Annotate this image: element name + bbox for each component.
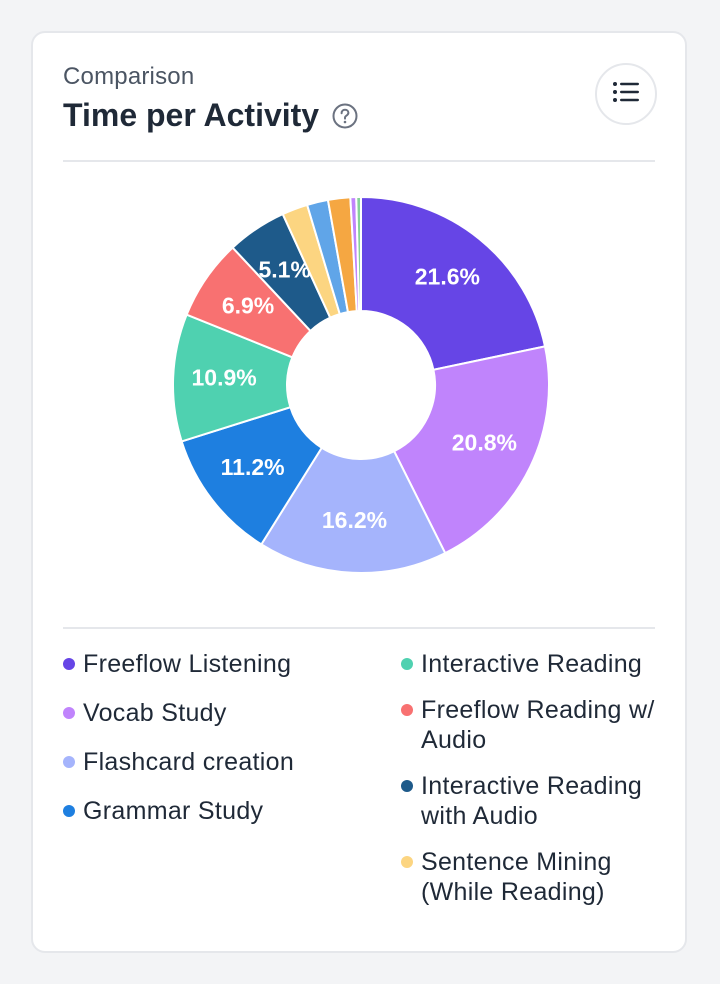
legend-item[interactable]: Flashcard creation [63,747,383,777]
legend-label: Flashcard creation [83,748,295,776]
legend-item[interactable]: Freeflow Reading w/ Audio [401,695,659,755]
legend-label: Grammar Study [83,797,264,825]
legend-dot [401,780,413,792]
header-divider [63,160,655,162]
legend-item[interactable]: Sentence Mining (While Reading) [401,847,659,907]
legend-left-column: Freeflow Listening Vocab Study Flashcard c… [63,649,383,845]
legend-label: Freeflow Reading w/ Audio [421,696,655,754]
slice-value-label: 20.8% [452,430,517,456]
legend-dot [401,704,413,716]
donut-slice[interactable] [392,345,550,555]
chart-card: Comparison Time per Activity 21.6% 20.8% 1… [31,31,687,953]
donut-chart: 21.6% 20.8% 16.2% 11.2% 10.9% 6.9% 5.1% [172,195,550,574]
legend-label: Interactive Reading [421,650,643,678]
legend-item[interactable]: Vocab Study [63,698,383,728]
legend-toggle-button[interactable] [595,63,657,125]
legend-dot [63,756,75,768]
legend-label: Vocab Study [83,699,227,727]
slice-value-label: 11.2% [221,454,285,480]
slice-value-label: 6.9% [222,293,274,319]
question-circle-icon[interactable] [331,102,359,130]
donut-slice[interactable] [360,195,547,371]
legend-item[interactable]: Freeflow Listening [63,649,383,679]
legend-label: Interactive Reading with Audio [421,772,643,830]
legend-dot [63,707,75,719]
donut-slice[interactable] [355,195,362,313]
legend-item[interactable]: Interactive Reading with Audio [401,771,659,831]
slice-value-label: 5.1% [259,256,311,282]
legend-divider [63,627,655,629]
card-subtitle: Comparison [63,63,195,90]
legend-item[interactable]: Grammar Study [63,796,383,826]
slice-value-label: 21.6% [415,264,480,290]
legend-right-column: Interactive Reading Freeflow Reading w/ A… [401,649,659,923]
legend-item[interactable]: Interactive Reading [401,649,659,679]
donut-slice[interactable] [259,446,447,574]
legend-dot [63,658,75,670]
title-row: Time per Activity [63,97,359,134]
card-title: Time per Activity [63,97,320,133]
list-icon [612,80,640,109]
legend-label: Sentence Mining (While Reading) [421,848,612,906]
legend-dot [401,856,413,868]
slice-value-label: 16.2% [322,507,387,533]
legend-dot [63,805,75,817]
legend-dot [401,658,413,670]
legend-label: Freeflow Listening [83,650,292,678]
slice-value-label: 10.9% [191,365,256,391]
